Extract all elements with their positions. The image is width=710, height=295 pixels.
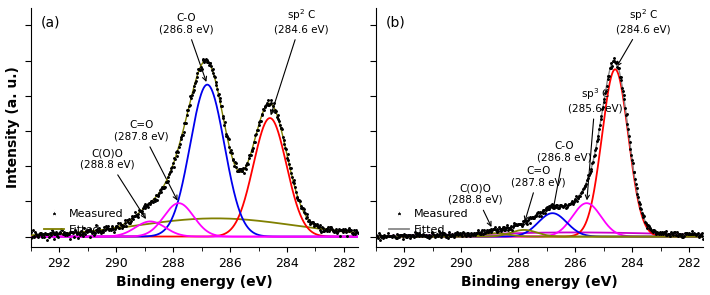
Text: C-O
(286.8 eV): C-O (286.8 eV): [537, 141, 591, 209]
Text: (a): (a): [40, 15, 60, 29]
Text: C=O
(287.8 eV): C=O (287.8 eV): [511, 166, 566, 220]
Text: C(O)O
(288.8 eV): C(O)O (288.8 eV): [80, 148, 146, 218]
Text: sp$^2$ C
(284.6 eV): sp$^2$ C (284.6 eV): [616, 7, 671, 66]
Y-axis label: Intensity (a. u.): Intensity (a. u.): [6, 67, 20, 189]
Text: C=O
(287.8 eV): C=O (287.8 eV): [114, 120, 177, 200]
X-axis label: Binding energy (eV): Binding energy (eV): [462, 276, 618, 289]
X-axis label: Binding energy (eV): Binding energy (eV): [116, 276, 273, 289]
Legend: Measured, Fitted: Measured, Fitted: [385, 205, 473, 239]
Legend: Measured, Fitted: Measured, Fitted: [40, 205, 128, 239]
Text: sp$^3$ C
(285.6 eV): sp$^3$ C (285.6 eV): [568, 86, 623, 199]
Text: (b): (b): [386, 15, 405, 29]
Text: sp$^2$ C
(284.6 eV): sp$^2$ C (284.6 eV): [271, 7, 329, 114]
Text: C-O
(286.8 eV): C-O (286.8 eV): [158, 13, 213, 81]
Text: C(O)O
(288.8 eV): C(O)O (288.8 eV): [448, 183, 503, 226]
